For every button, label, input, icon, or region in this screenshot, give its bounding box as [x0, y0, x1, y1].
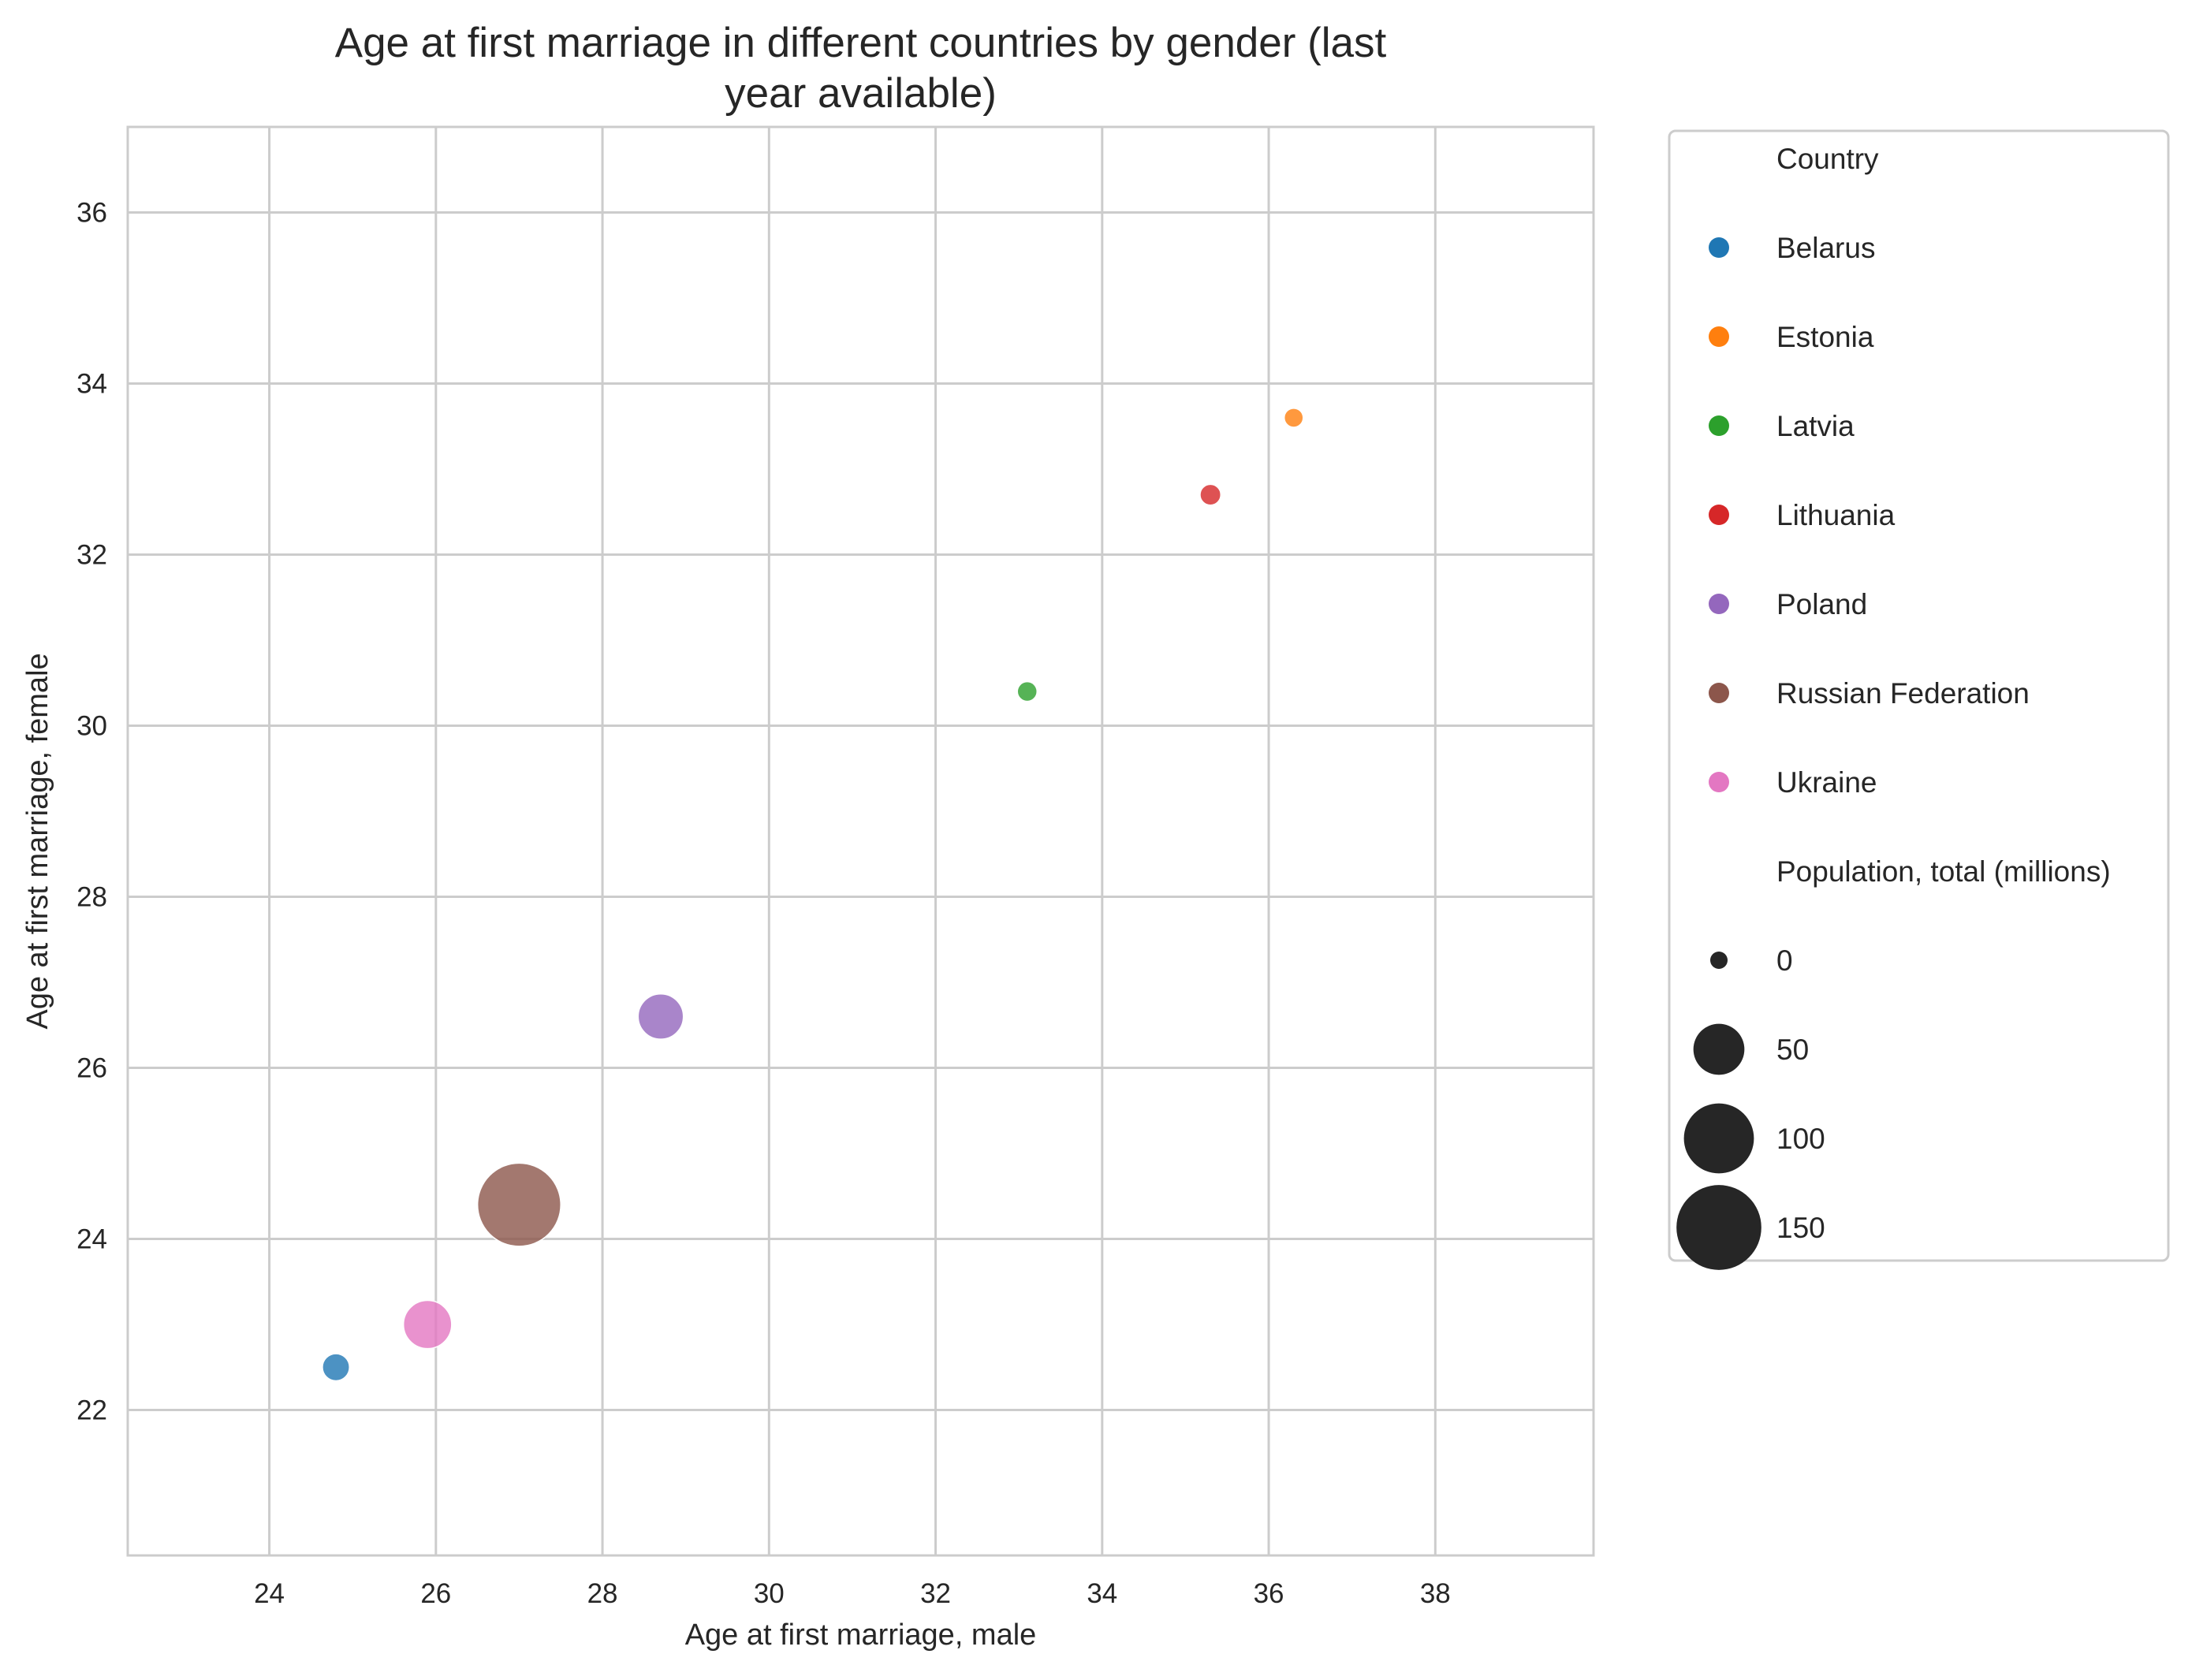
- tick-labels: 24 26 28 30 32 34 36 38 22 24 26 28 30 32 34 36: [76, 198, 1451, 1609]
- legend-size-marker: [1693, 1023, 1745, 1075]
- chart-title-line-1: Age at first marriage in different count…: [335, 20, 1387, 66]
- legend-country-items: Belarus Estonia Latvia Lithuania Poland Russi…: [1709, 232, 2030, 799]
- grid: [128, 127, 1594, 1555]
- y-tick-label: 32: [76, 540, 107, 571]
- legend-size-label: 100: [1776, 1123, 1825, 1155]
- legend-marker-latvia: [1709, 415, 1729, 436]
- legend: Country Belarus Estonia Latvia Lithuania Pol…: [1668, 129, 2170, 1270]
- x-tick-label: 28: [587, 1578, 618, 1609]
- y-tick-label: 26: [76, 1053, 107, 1084]
- legend-label-lithuania: Lithuania: [1776, 499, 1896, 531]
- legend-marker-lithuania: [1709, 505, 1729, 525]
- x-tick-label: 32: [920, 1578, 951, 1609]
- x-tick-label: 26: [420, 1578, 451, 1609]
- y-tick-label: 28: [76, 882, 107, 913]
- x-tick-label: 38: [1420, 1578, 1451, 1609]
- x-tick-label: 30: [754, 1578, 785, 1609]
- data-point: [637, 993, 684, 1040]
- y-tick-label: 30: [76, 711, 107, 742]
- legend-marker-poland: [1709, 594, 1729, 614]
- data-point: [1016, 680, 1038, 702]
- legend-size-label: 0: [1776, 944, 1793, 977]
- y-tick-label: 22: [76, 1395, 107, 1426]
- x-tick-label: 36: [1254, 1578, 1284, 1609]
- y-axis-label: Age at first marriage, female: [21, 653, 54, 1029]
- legend-size-label: 150: [1776, 1212, 1825, 1244]
- legend-marker-belarus: [1709, 237, 1729, 258]
- legend-label-russian-federation: Russian Federation: [1776, 677, 2030, 710]
- legend-label-latvia: Latvia: [1776, 410, 1855, 442]
- legend-frame: [1668, 129, 2170, 1262]
- data-point: [1199, 483, 1222, 506]
- data-point: [402, 1299, 453, 1350]
- y-tick-label: 24: [76, 1224, 107, 1255]
- legend-label-estonia: Estonia: [1776, 321, 1874, 353]
- legend-marker-estonia: [1709, 326, 1729, 347]
- legend-hue-title: Country: [1776, 143, 1879, 175]
- y-tick-label: 34: [76, 369, 107, 400]
- legend-size-items: 0 50 100 150: [1676, 944, 1825, 1270]
- legend-label-belarus: Belarus: [1776, 232, 1875, 264]
- legend-label-poland: Poland: [1776, 588, 1867, 620]
- legend-size-label: 50: [1776, 1034, 1809, 1066]
- data-point: [322, 1353, 350, 1382]
- x-axis-label: Age at first marriage, male: [685, 1619, 1037, 1652]
- data-point: [476, 1162, 561, 1247]
- data-points: [322, 408, 1304, 1382]
- legend-size-marker: [1676, 1185, 1761, 1270]
- plot-frame: [126, 125, 1595, 1557]
- data-point: [1283, 408, 1304, 428]
- x-tick-label: 34: [1087, 1578, 1117, 1609]
- chart-title-line-2: year available): [725, 70, 997, 117]
- x-tick-label: 24: [254, 1578, 285, 1609]
- legend-size-marker: [1683, 1103, 1754, 1174]
- legend-marker-russian-federation: [1709, 683, 1729, 703]
- y-tick-label: 36: [76, 198, 107, 229]
- legend-label-ukraine: Ukraine: [1776, 766, 1877, 799]
- legend-marker-ukraine: [1709, 772, 1729, 792]
- legend-size-title: Population, total (millions): [1776, 855, 2111, 888]
- legend-size-marker: [1710, 952, 1728, 969]
